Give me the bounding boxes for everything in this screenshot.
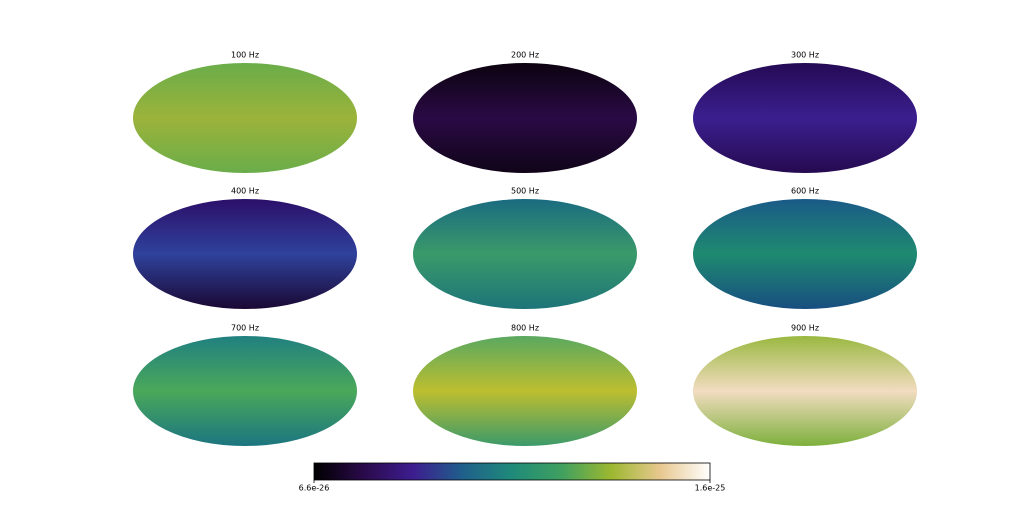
sky-map [133, 336, 357, 446]
panel-title: 400 Hz [231, 187, 259, 196]
panel-title: 900 Hz [791, 324, 819, 333]
colorbar-tick-label: 1.6e-25 [695, 484, 726, 493]
sky-map [413, 336, 637, 446]
panel-title: 800 Hz [511, 324, 539, 333]
panel-title: 500 Hz [511, 187, 539, 196]
sky-map [413, 199, 637, 309]
sky-map [133, 199, 357, 309]
sky-map [693, 199, 917, 309]
sky-map [413, 63, 637, 173]
panel-title: 100 Hz [231, 51, 259, 60]
panel-title: 600 Hz [791, 187, 819, 196]
panel-title: 700 Hz [231, 324, 259, 333]
sky-map [133, 63, 357, 173]
colorbar [313, 462, 711, 481]
panel-title: 300 Hz [791, 51, 819, 60]
sky-map [693, 336, 917, 446]
panel-title: 200 Hz [511, 51, 539, 60]
colorbar-tick-label: 6.6e-26 [299, 484, 330, 493]
sky-map [693, 63, 917, 173]
